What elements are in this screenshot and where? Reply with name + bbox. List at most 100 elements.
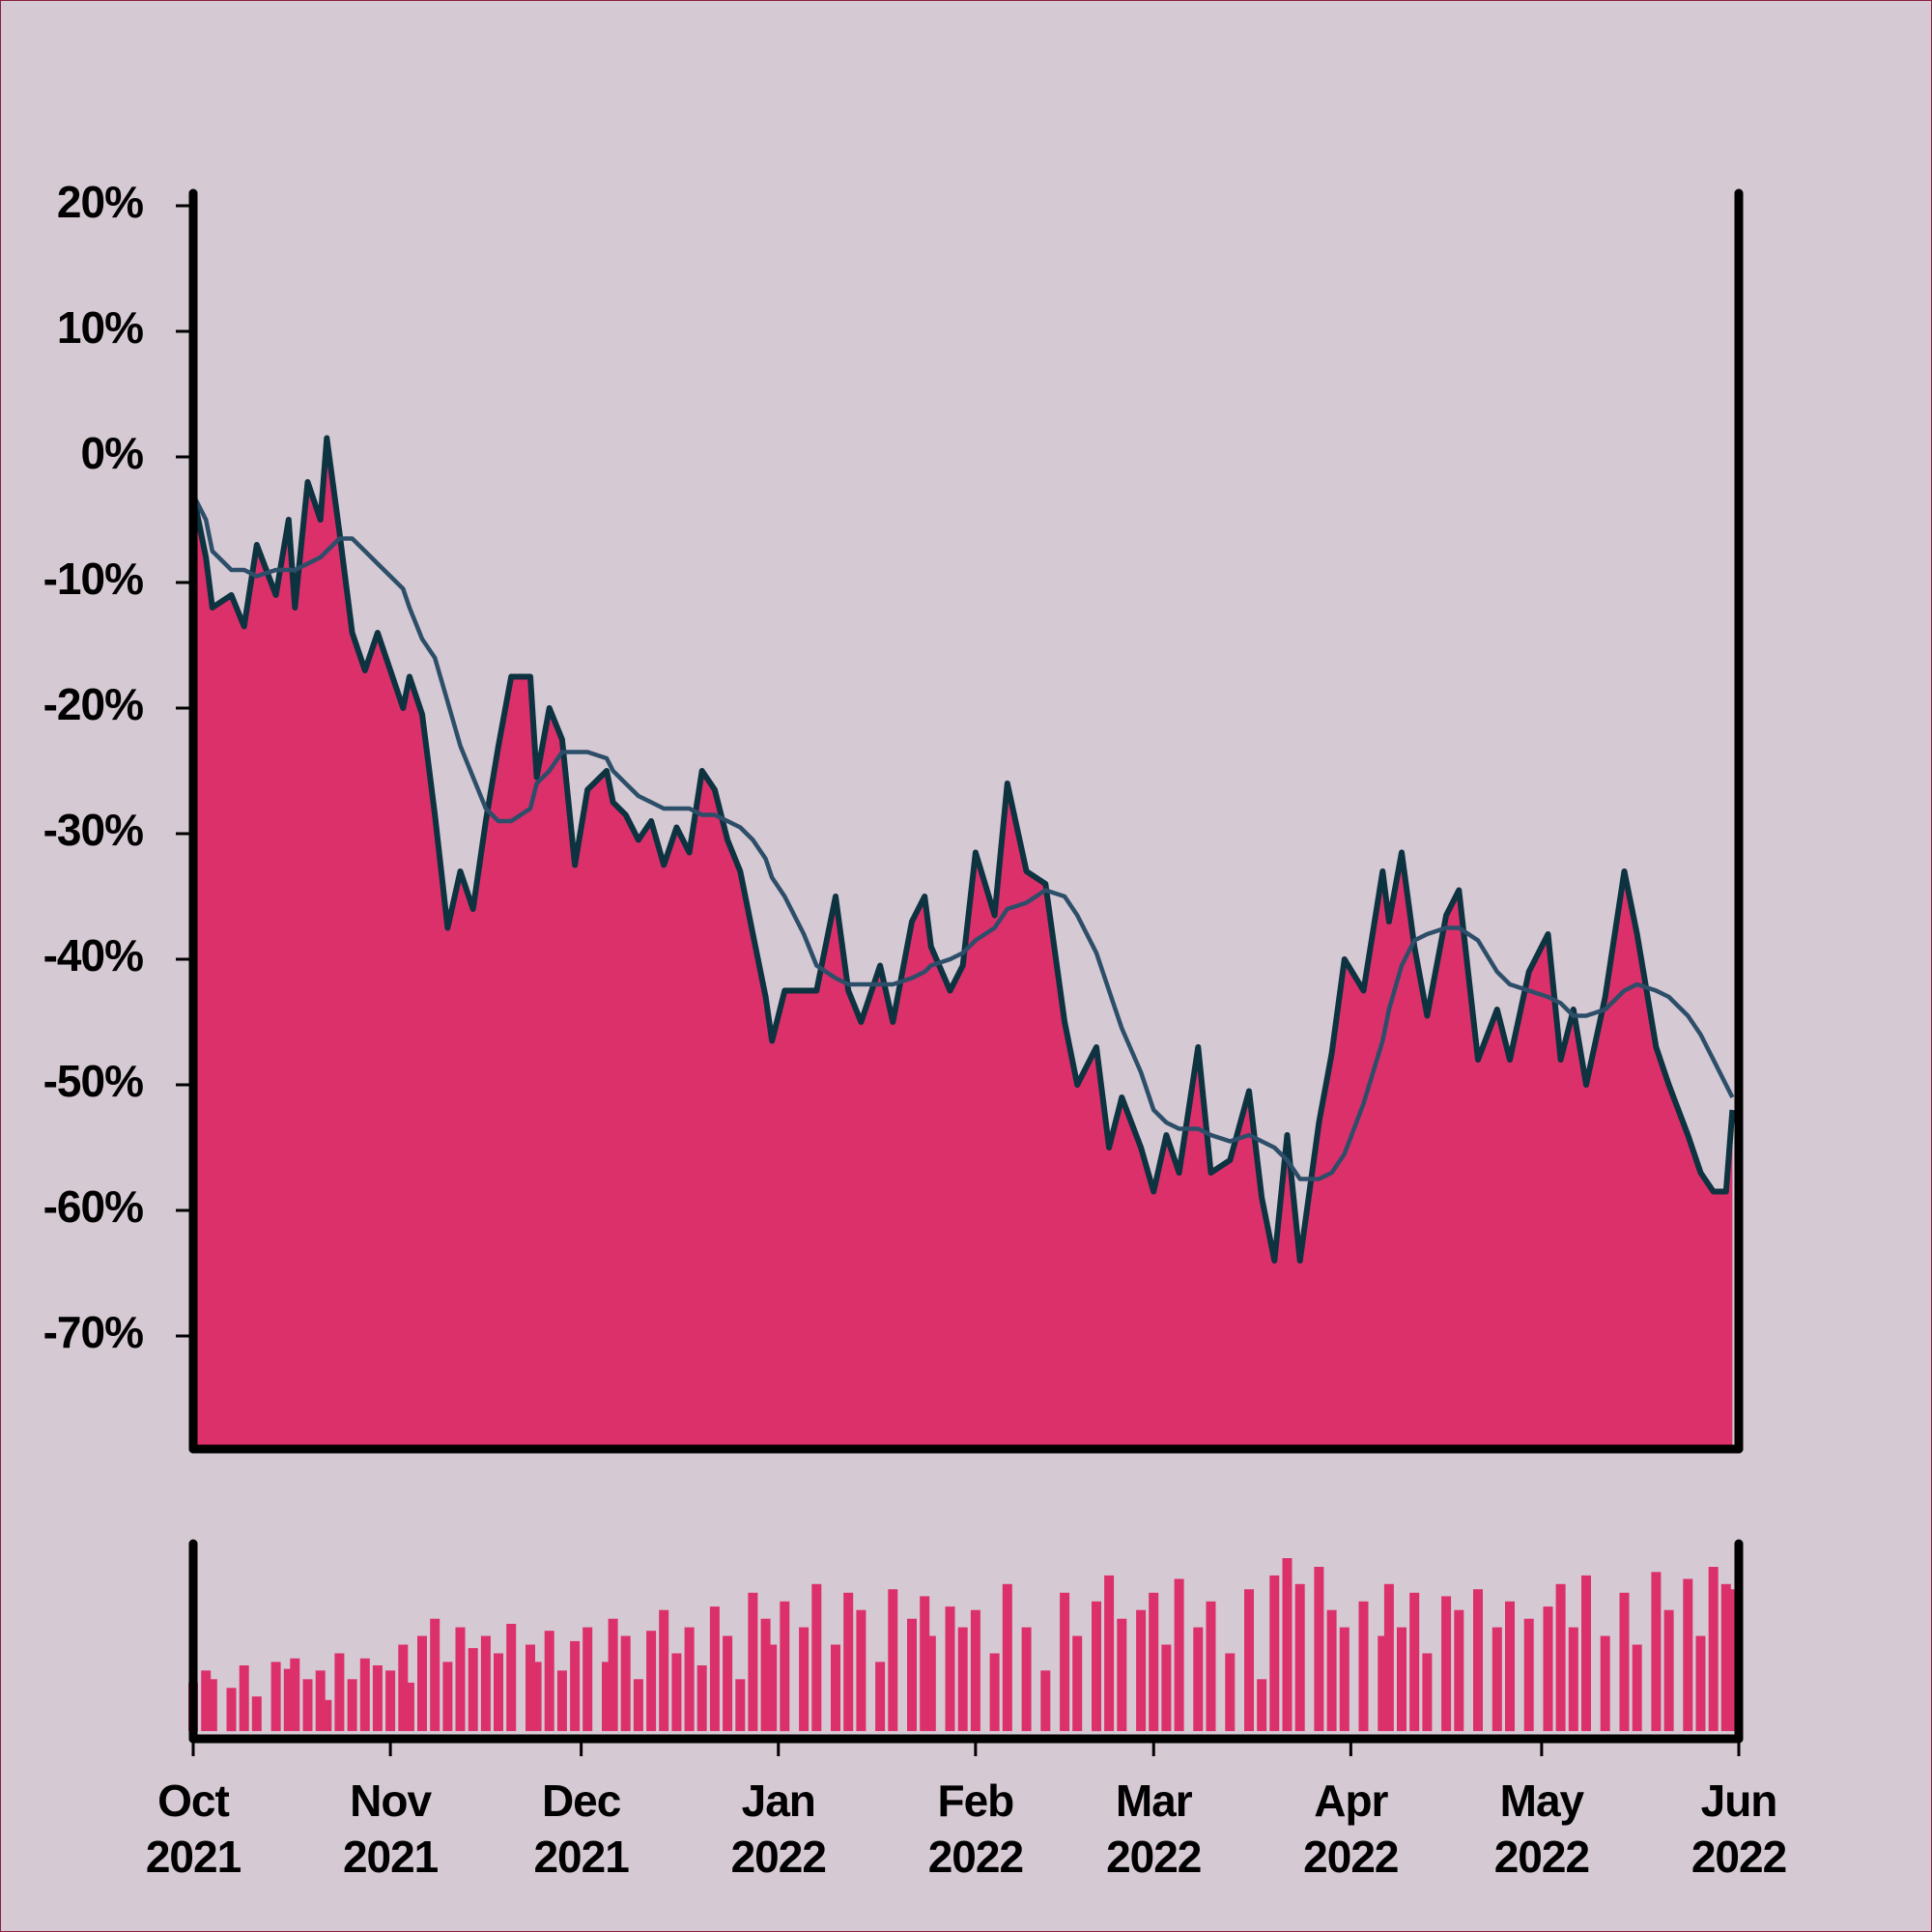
volume-bar	[201, 1670, 212, 1731]
volume-bar	[1555, 1583, 1566, 1731]
y-tick-label: -40%	[43, 930, 143, 980]
volume-bar	[1409, 1592, 1420, 1731]
volume-bar	[430, 1618, 440, 1731]
volume-bar	[1683, 1578, 1693, 1731]
volume-bar	[290, 1658, 300, 1731]
volume-bar	[1632, 1644, 1642, 1731]
moving-average-line	[190, 493, 1735, 1181]
volume-bar	[1581, 1575, 1591, 1731]
volume-bar	[1060, 1592, 1070, 1731]
volume-bar	[1193, 1627, 1204, 1731]
volume-bar	[945, 1606, 955, 1731]
x-tick-label: May	[1500, 1776, 1585, 1826]
volume-bar	[1269, 1575, 1280, 1731]
volume-bar	[531, 1662, 542, 1731]
volume-bar	[684, 1627, 695, 1731]
volume-bar	[1104, 1575, 1115, 1731]
volume-bar	[372, 1665, 383, 1731]
volume-bar	[748, 1592, 758, 1731]
volume-bar	[1136, 1609, 1147, 1731]
volume-bar	[1441, 1596, 1452, 1731]
volume-bar	[385, 1670, 396, 1731]
x-tick-label: Nov	[350, 1776, 432, 1826]
volume-bar	[1225, 1653, 1236, 1731]
area-fill	[193, 438, 1733, 1449]
x-tick-label: Apr	[1314, 1776, 1388, 1826]
volume-bar	[404, 1682, 414, 1731]
x-tick-label: Mar	[1116, 1776, 1193, 1826]
x-tick-label: Feb	[937, 1776, 1013, 1826]
x-tick-label: 2022	[928, 1832, 1023, 1882]
x-tick-label: Jun	[1701, 1776, 1777, 1826]
volume-bar	[602, 1662, 611, 1731]
volume-bar	[1523, 1618, 1534, 1731]
volume-bar	[544, 1631, 554, 1731]
volume-bar	[283, 1668, 294, 1731]
volume-bar	[1600, 1635, 1610, 1731]
volume-bar	[315, 1670, 326, 1731]
volume-bar	[646, 1631, 657, 1731]
volume-bar	[957, 1627, 968, 1731]
area-line	[190, 435, 1736, 1264]
volume-bar	[920, 1596, 930, 1731]
volume-bar	[480, 1635, 491, 1731]
volume-bar	[659, 1609, 669, 1731]
volume-bar	[226, 1688, 237, 1732]
volume-bar	[398, 1644, 409, 1731]
volume-bar	[207, 1679, 217, 1731]
volume-bar	[570, 1640, 581, 1731]
volume-bar	[1695, 1635, 1706, 1731]
volume-bar	[1339, 1627, 1350, 1731]
x-tick-label: 2021	[146, 1832, 242, 1882]
volume-bar	[1727, 1589, 1738, 1731]
volume-bar	[1619, 1592, 1630, 1731]
volume-bar	[251, 1696, 262, 1731]
volume-bar	[856, 1609, 867, 1731]
volume-bar	[417, 1635, 427, 1731]
x-tick-label: 2021	[343, 1832, 439, 1882]
volume-bar	[1072, 1635, 1083, 1731]
volume-bar	[1505, 1601, 1515, 1732]
volume-bar	[239, 1665, 249, 1731]
volume-bar	[989, 1653, 1000, 1731]
volume-bar	[780, 1601, 790, 1732]
volume-bar	[620, 1635, 631, 1731]
volume-bar	[1040, 1670, 1051, 1731]
volume-bar	[696, 1665, 707, 1731]
volume-bar	[1117, 1618, 1127, 1731]
y-tick-label: 20%	[57, 177, 143, 227]
x-tick-label: Oct	[157, 1776, 229, 1826]
y-tick-label: -30%	[43, 805, 143, 855]
volume-bar	[1492, 1627, 1502, 1731]
volume-bar	[671, 1653, 682, 1731]
volume-bar	[843, 1592, 854, 1731]
volume-bar	[359, 1658, 370, 1731]
x-tick-label: 2022	[731, 1832, 826, 1882]
x-tick-label: Jan	[742, 1776, 815, 1826]
x-tick-label: 2022	[1106, 1832, 1201, 1882]
volume-bar	[723, 1635, 733, 1731]
volume-bar	[767, 1644, 778, 1731]
volume-bar	[1161, 1644, 1172, 1731]
volume-bar	[735, 1679, 746, 1731]
volume-bar	[799, 1627, 810, 1731]
volume-bar	[1314, 1567, 1324, 1731]
y-tick-label: 0%	[81, 428, 144, 478]
volume-bar	[347, 1679, 357, 1731]
volume-bar	[1473, 1589, 1483, 1731]
y-tick-label: -10%	[43, 554, 143, 604]
volume-bar	[270, 1662, 281, 1731]
y-tick-label: -70%	[43, 1307, 143, 1357]
volume-bar	[556, 1670, 567, 1731]
volume-bar	[1663, 1609, 1674, 1731]
volume-bar	[875, 1662, 886, 1731]
volume-bar	[1244, 1589, 1254, 1731]
volume-bar	[1002, 1583, 1012, 1731]
x-tick-label: 2022	[1494, 1832, 1589, 1882]
volume-bar	[1383, 1583, 1394, 1731]
volume-bar	[1092, 1601, 1101, 1732]
volume-bar	[468, 1648, 478, 1731]
x-tick-label: 2022	[1691, 1832, 1786, 1882]
volume-bar	[1257, 1679, 1267, 1731]
volume-bar	[1326, 1609, 1337, 1731]
